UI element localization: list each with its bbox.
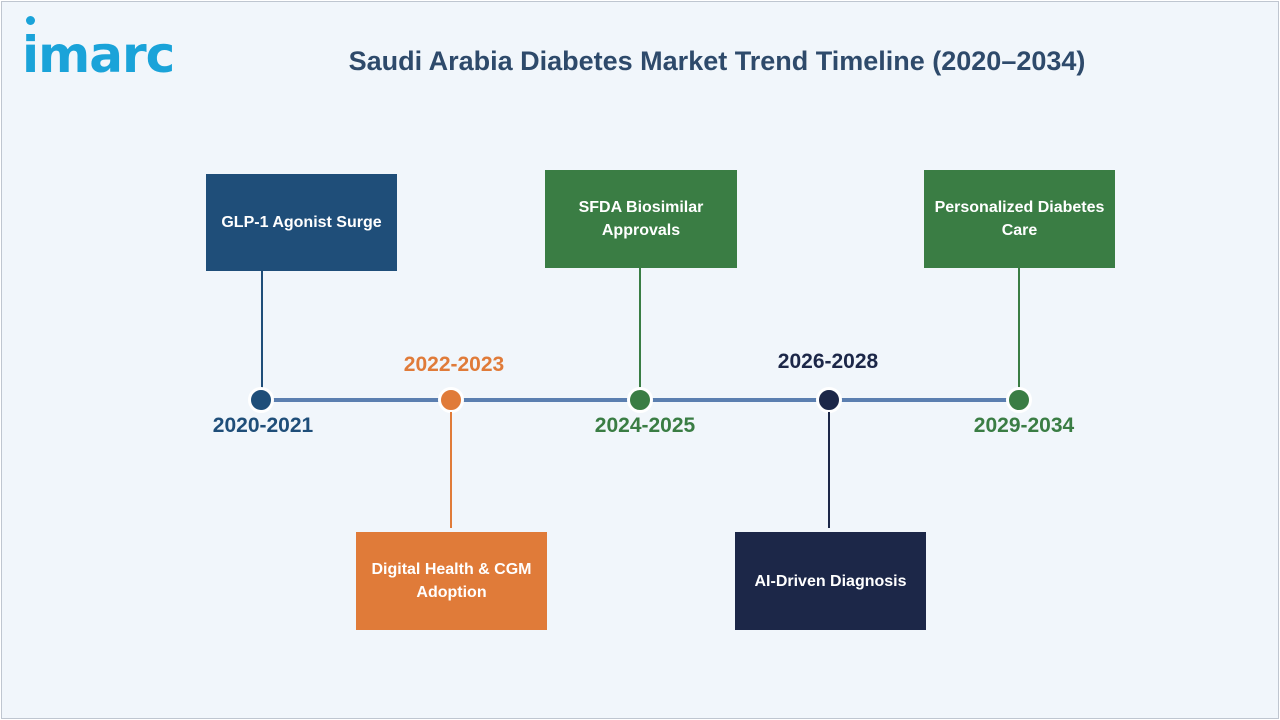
event-label: Digital Health & CGM Adoption <box>371 561 532 601</box>
event-label: AI-Driven Diagnosis <box>754 572 907 590</box>
connector-line-2020 <box>261 270 263 388</box>
connector-line-2024 <box>639 267 641 388</box>
year-label-2020: 2020-2021 <box>212 414 314 437</box>
logo-dot <box>26 16 35 25</box>
year-label-2024: 2024-2025 <box>594 414 696 437</box>
event-label: GLP-1 Agonist Surge <box>221 214 382 231</box>
timeline-dot-2022 <box>438 387 464 413</box>
connector-line-2022 <box>450 412 452 528</box>
timeline-dot-2020 <box>248 387 274 413</box>
year-label-2026: 2026-2028 <box>777 350 879 373</box>
event-label: SFDA Biosimilar Approvals <box>578 199 704 239</box>
event-box-sfda: SFDA Biosimilar Approvals <box>545 170 737 268</box>
event-box-glp1: GLP-1 Agonist Surge <box>206 174 397 271</box>
timeline-dot-2029 <box>1006 387 1032 413</box>
connector-line-2026 <box>828 412 830 528</box>
year-label-2022: 2022-2023 <box>403 353 505 376</box>
event-label: Personalized Diabetes Care <box>934 199 1105 239</box>
event-box-personalized-care: Personalized Diabetes Care <box>924 170 1115 268</box>
page-title: Saudi Arabia Diabetes Market Trend Timel… <box>348 46 1086 76</box>
timeline-dot-2026 <box>816 387 842 413</box>
imarc-logo: imarc <box>22 26 175 84</box>
year-label-2029: 2029-2034 <box>973 414 1075 437</box>
connector-line-2029 <box>1018 267 1020 388</box>
event-box-digital-health: Digital Health & CGM Adoption <box>356 532 547 630</box>
timeline-dot-2024 <box>627 387 653 413</box>
event-box-ai-diagnosis: AI-Driven Diagnosis <box>735 532 926 630</box>
